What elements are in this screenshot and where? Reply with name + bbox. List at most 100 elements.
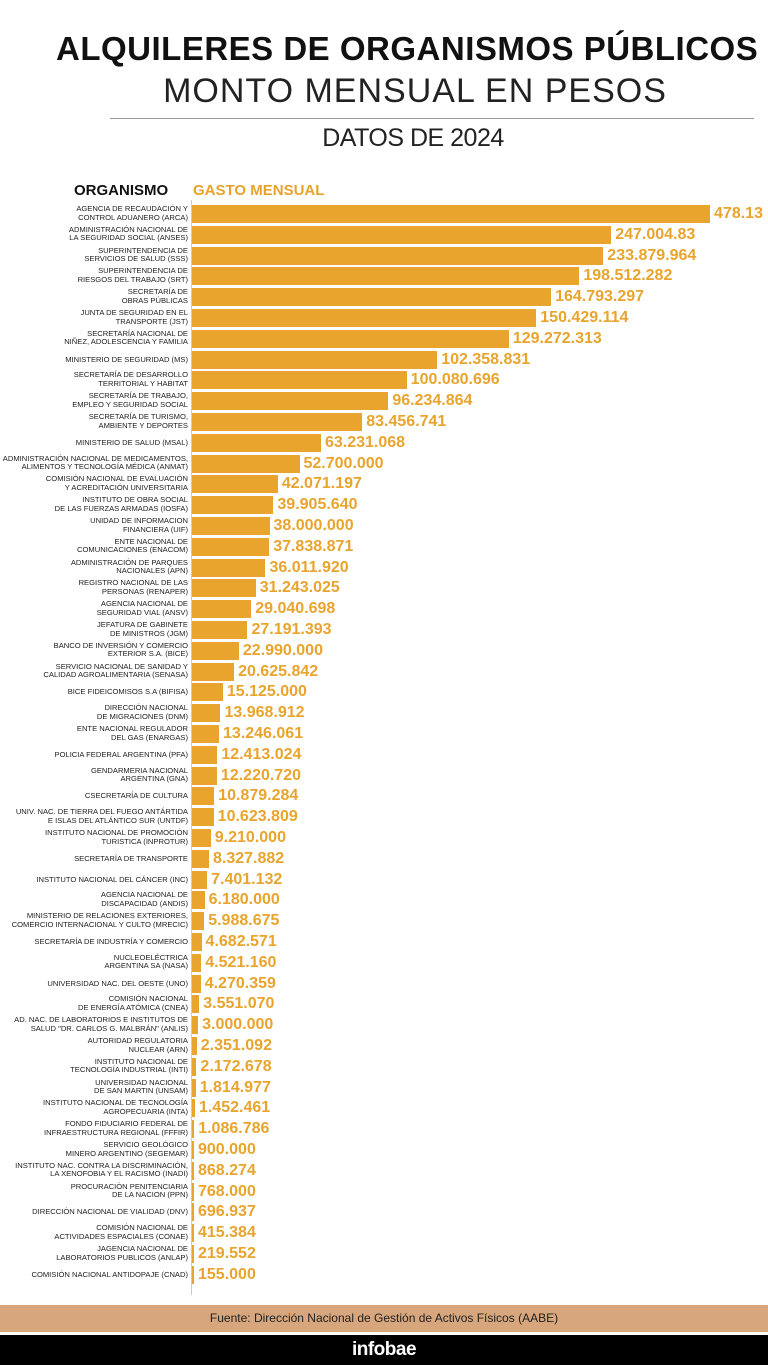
bar-label-line: FINANCIERA (UIF) — [123, 524, 188, 534]
bar-row: COMISIÓN NACIONAL ANTIDOPAJE (CNAD) 155.0… — [0, 1265, 768, 1285]
bar — [192, 745, 218, 764]
bar-value-label: 7.401.132 — [211, 870, 283, 888]
bar-label: NUCLEOELÉCTRICA ARGENTINA SA (NASA) — [104, 952, 188, 971]
bar-label-line: DE LA NACION (PPN) — [112, 1190, 188, 1200]
bar-value-label: 3.551.070 — [203, 995, 275, 1013]
bar-row: INSTITUTO DE OBRA SOCIAL DE LAS FUERZAS A… — [0, 495, 768, 515]
bar-row: SECRETARÍA DE TURISMO, AMBIENTE Y DEPORTE… — [0, 412, 768, 432]
bar-label: ENTE NACIONAL REGULADOR DEL GAS (ENARGAS) — [76, 724, 188, 742]
bar-row: COMISIÓN NACIONAL DE EVALUACIÓN Y ACREDIT… — [0, 474, 768, 494]
bar-label-line: AMBIENTE Y DEPORTES — [98, 420, 188, 430]
bar — [192, 246, 604, 265]
bar-label-line: UNIDAD DE INFORMACION — [90, 516, 188, 525]
bar-label: AGENCIA DE RECAUDACIÓN Y CONTROL ADUANERO… — [76, 204, 188, 222]
brand-logo: infobae — [0, 1335, 768, 1365]
bar-label: ENTE NACIONAL DE COMUNICACIONES (ENACOM) — [77, 537, 188, 555]
bar-label-line: GENDARMERIA NACIONAL — [90, 765, 188, 775]
bar-row: MINISTERIO DE SEGURIDAD (MS) 102.358.831 — [0, 350, 768, 370]
bar-label-line: JEFATURA DE GABINETE — [96, 620, 188, 629]
bar-label: AGENCIA NACIONAL DE DISCAPACIDAD (ANDIS) — [101, 891, 188, 908]
bar-row: SECRETARÍA DE TRANSPORTE 8.327.882 — [0, 849, 768, 869]
bar-label: UNIV. NAC. DE TIERRA DEL FUEGO ANTÁRTIDA… — [16, 808, 188, 825]
bar-value-label: 10.623.809 — [217, 808, 298, 826]
bar-row: PROCURACIÓN PENITENCIARIA DE LA NACION (P… — [0, 1182, 768, 1202]
bar-label: FONDO FIDUCIARIO FEDERAL DE INFRAESTRUCTU… — [44, 1120, 188, 1137]
bar-row: CSECRETARÍA DE CULTURA 10.879.284 — [0, 786, 768, 806]
bar-label-line: INSTITUTO NACIONAL DEL CÁNCER (INC) — [36, 874, 188, 884]
bar-row: JUNTA DE SEGURIDAD EN EL TRANSPORTE (JST)… — [0, 308, 768, 328]
bar-label-line: TERRITORIAL Y HABITAT — [98, 378, 188, 388]
bar-label: SECRETARÍA DE DESARROLLO TERRITORIAL Y HA… — [74, 371, 188, 388]
bar — [192, 870, 208, 889]
bar-label: SERVICIO GEOLÓGICO MINERO ARGENTINO (SEGE… — [66, 1140, 188, 1158]
bar-row: SECRETARÍA DE OBRAS PÚBLICAS 164.793.297 — [0, 287, 768, 307]
bar — [192, 725, 220, 743]
bar — [192, 683, 223, 702]
bar-value-label: 164.793.297 — [555, 288, 645, 306]
bar — [192, 662, 235, 681]
bar-label-line: OBRAS PÚBLICAS — [121, 295, 188, 305]
bar-label-line: AGENCIA NACIONAL DE — [100, 890, 188, 900]
bar-row: UNIV. NAC. DE TIERRA DEL FUEGO ANTÁRTIDA… — [0, 807, 768, 827]
bar-value-label: 4.270.359 — [204, 974, 276, 992]
bar-row: SECRETARÍA DE TRABAJO, EMPLEO Y SEGURIDAD… — [0, 391, 768, 411]
bar — [192, 849, 209, 868]
bar-value-label: 155.000 — [198, 1265, 256, 1283]
bar-value-label: 36.011.920 — [269, 558, 349, 576]
bar-label-line: EXTERIOR S.A. (BICE) — [107, 649, 188, 659]
bar-row: ENTE NACIONAL REGULADOR DEL GAS (ENARGAS)… — [0, 724, 768, 744]
bar-label: ADMINISTRACIÓN NACIONAL DE LA SEGURIDAD S… — [69, 225, 188, 243]
bar-label-line: DE LAS FUERZAS ARMADAS (IOSFA) — [54, 503, 188, 513]
bar-row: AGENCIA NACIONAL DE DISCAPACIDAD (ANDIS) 6… — [0, 890, 768, 910]
bar-label: SUPERINTENDENCIA DE RIESGOS DEL TRABAJO (… — [78, 267, 188, 284]
bar-row: SECRETARÍA NACIONAL DE NIÑEZ, ADOLESCENCI… — [0, 329, 768, 349]
bar-value-label: 12.413.024 — [221, 745, 302, 763]
bar-value-label: 100.080.696 — [410, 371, 500, 389]
bar-label: INSTITUTO NAC. CONTRA LA DISCRIMINACIÓN,… — [15, 1160, 188, 1179]
bar-value-label: 129.272.313 — [512, 329, 602, 347]
bar-value-label: 83.456.741 — [366, 413, 447, 430]
bar — [192, 475, 278, 494]
bar — [192, 995, 200, 1014]
bar-row: INSTITUTO NAC. CONTRA LA DISCRIMINACIÓN,… — [0, 1161, 768, 1181]
bar — [192, 1182, 194, 1201]
bar-row: INSTITUTO NACIONAL DE TECNOLOGÍA AGROPECU… — [0, 1098, 768, 1118]
bar-label-line: AGROPECUARIA (INTA) — [103, 1106, 188, 1116]
bar — [192, 288, 552, 307]
bar-label-line: DE MIGRACIONES (DNM) — [96, 711, 188, 721]
bar-label-line: ENTE NACIONAL REGULADOR — [76, 724, 188, 733]
bar-label: JEFATURA DE GABINETE DE MINISTROS (JGM) — [96, 620, 188, 638]
bar-label: MINISTERIO DE SALUD (MSAL) — [76, 438, 188, 448]
bar-label-line: SECRETARÍA DE TURISMO, — [88, 412, 188, 421]
bar-label-line: SERVICIO GEOLÓGICO — [103, 1140, 188, 1149]
bar-row: NUCLEOELÉCTRICA ARGENTINA SA (NASA) 4.521.… — [0, 953, 768, 973]
bar — [192, 953, 202, 972]
bar-label-line: COMISIÓN NACIONAL DE — [96, 1223, 188, 1233]
bar-label-line: NUCLEAR (ARN) — [128, 1044, 189, 1054]
bar-label: AGENCIA NACIONAL DE SEGURIDAD VIAL (ANSV) — [97, 600, 188, 617]
bar-value-label: 20.625.842 — [238, 662, 319, 680]
source-note: Fuente: Dirección Nacional de Gestión de… — [0, 1305, 768, 1332]
bar — [192, 205, 711, 223]
bar-label: SERVICIO NACIONAL DE SANIDAD Y CALIDAD AG… — [43, 662, 188, 680]
bar-row: DIRECCIÓN NACIONAL DE MIGRACIONES (DNM) 13… — [0, 703, 768, 723]
bar-label-line: NUCLEOELÉCTRICA — [113, 952, 188, 962]
bar-label-line: DE ENERGÍA ATÓMICA (CNEA) — [78, 1002, 188, 1012]
bar-value-label: 415.384 — [198, 1224, 256, 1242]
bar-label: SECRETARÍA DE TURISMO, AMBIENTE Y DEPORTE… — [88, 412, 188, 430]
bar — [192, 1037, 197, 1055]
bar-label-line: COMISIÓN NACIONAL — [108, 994, 188, 1004]
bar-row: INSTITUTO NACIONAL DE PROMOCIÓN TURISTICA… — [0, 828, 768, 848]
bar-label-line: INSTITUTO NAC. CONTRA LA DISCRIMINACIÓN, — [15, 1160, 188, 1170]
bar — [192, 496, 274, 515]
bar — [192, 579, 256, 598]
bar-value-label: 39.905.640 — [277, 496, 358, 514]
bar-value-label: 868.274 — [198, 1161, 256, 1179]
bar-label: JUNTA DE SEGURIDAD EN EL TRANSPORTE (JST) — [81, 308, 188, 326]
bar-row: BANCO DE INVERSIÓN Y COMERCIO EXTERIOR S.… — [0, 641, 768, 661]
bar-label: SECRETARÍA DE OBRAS PÚBLICAS — [122, 288, 188, 305]
bar — [192, 933, 202, 951]
bar-label-line: BANCO DE INVERSIÓN Y COMERCIO — [53, 640, 188, 650]
bar-label: UNIVERSIDAD NACIONAL DE SAN MARTIN (UNSAM… — [94, 1078, 188, 1096]
bar-label-line: BICE FIDEICOMISOS S.A (BIFISA) — [67, 687, 188, 697]
